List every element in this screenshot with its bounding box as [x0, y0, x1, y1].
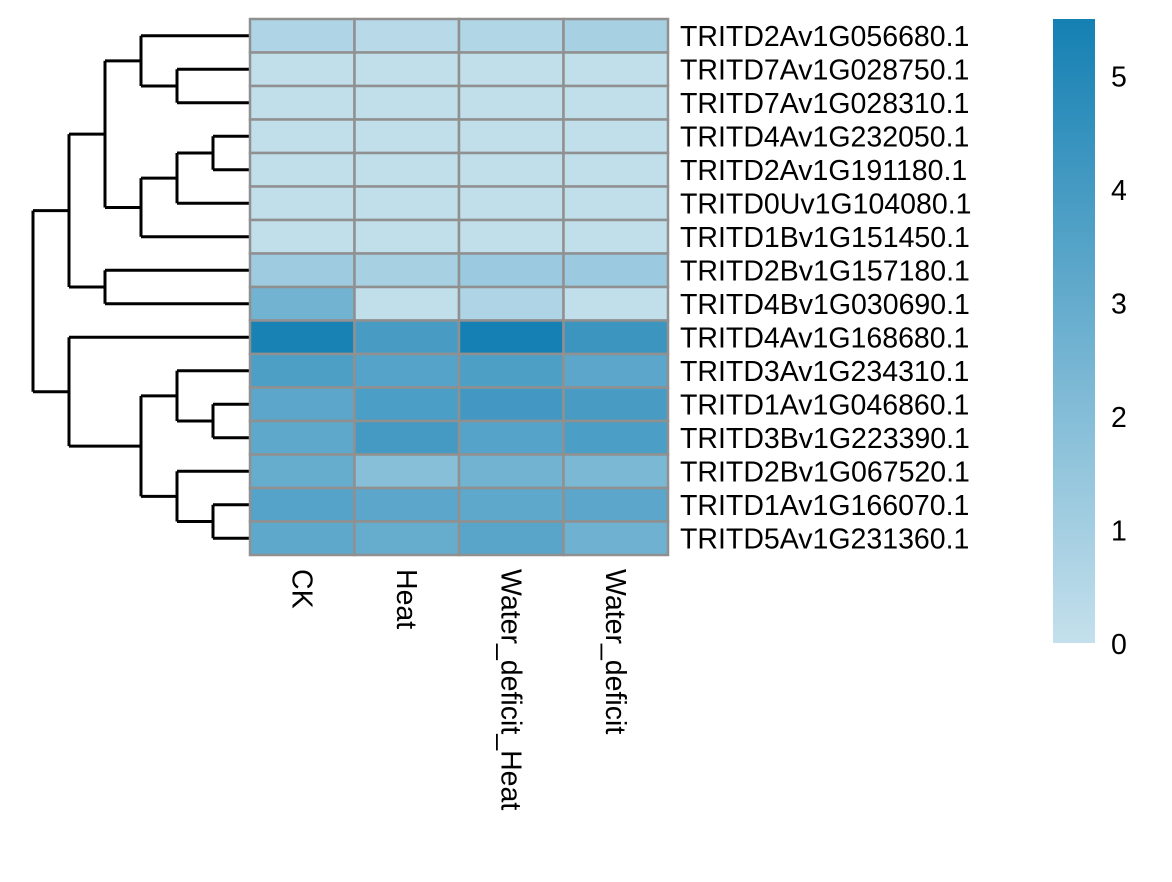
heatmap-cell	[562, 319, 670, 356]
row-label: TRITD1Bv1G151450.1	[680, 222, 970, 254]
row-label: TRITD4Bv1G030690.1	[680, 289, 970, 321]
heatmap-cell	[353, 285, 461, 322]
row-label: TRITD4Av1G168680.1	[680, 322, 969, 354]
heatmap-cell	[353, 118, 461, 155]
row-label: TRITD3Av1G234310.1	[680, 356, 969, 388]
heatmap-cell	[457, 419, 565, 456]
heatmap-cell	[248, 252, 356, 289]
row-label: TRITD5Av1G231360.1	[680, 523, 969, 555]
heatmap-cell	[457, 285, 565, 322]
column-labels: CK Heat Water_deficit_Heat Water_deficit	[285, 569, 631, 810]
heatmap-cell	[457, 386, 565, 423]
legend-tick-label: 5	[1111, 62, 1127, 94]
heatmap-cell	[562, 218, 670, 255]
heatmap-cell	[248, 453, 356, 490]
heatmap-cell	[353, 386, 461, 423]
heatmap-cell	[353, 520, 461, 557]
heatmap-cell	[353, 419, 461, 456]
row-label: TRITD1Av1G166070.1	[680, 490, 969, 522]
heatmap-cell	[457, 453, 565, 490]
heatmap-cell	[562, 419, 670, 456]
row-label: TRITD2Av1G056680.1	[680, 21, 969, 53]
heatmap-cell	[248, 285, 356, 322]
legend-tick-label: 3	[1111, 289, 1127, 321]
heatmap-cell	[562, 252, 670, 289]
heatmap-cell	[248, 17, 356, 54]
heatmap-cell	[248, 486, 356, 523]
heatmap-cell	[562, 17, 670, 54]
legend-color-bar	[1053, 19, 1095, 643]
heatmap-cell	[457, 352, 565, 389]
heatmap-cell	[248, 319, 356, 356]
row-label: TRITD2Bv1G067520.1	[680, 456, 970, 488]
heatmap-cell	[353, 218, 461, 255]
heatmap-cell	[457, 520, 565, 557]
heatmap-cell	[457, 151, 565, 188]
heatmap-cells	[248, 17, 670, 557]
heatmap-cell	[457, 51, 565, 88]
heatmap-cell	[248, 520, 356, 557]
legend-tick-label: 4	[1111, 175, 1127, 207]
heatmap-cell	[562, 352, 670, 389]
heatmap-cell	[248, 151, 356, 188]
heatmap-cell	[457, 118, 565, 155]
heatmap-cell	[248, 386, 356, 423]
row-label: TRITD2Bv1G157180.1	[680, 255, 970, 287]
heatmap-cell	[248, 419, 356, 456]
row-label: TRITD1Av1G046860.1	[680, 389, 969, 421]
row-label: TRITD4Av1G232050.1	[680, 121, 969, 153]
column-label: Water_deficit	[599, 569, 631, 734]
heatmap-cell	[562, 386, 670, 423]
heatmap-cell	[562, 151, 670, 188]
heatmap-cell	[353, 51, 461, 88]
heatmap-cell	[248, 51, 356, 88]
row-label: TRITD7Av1G028750.1	[680, 54, 969, 86]
heatmap-cell	[562, 118, 670, 155]
row-label: TRITD2Av1G191180.1	[680, 155, 967, 187]
row-dendrogram	[31, 34, 249, 540]
heatmap-cell	[562, 520, 670, 557]
row-labels: TRITD2Av1G056680.1TRITD7Av1G028750.1TRIT…	[680, 21, 971, 556]
heatmap-cell	[248, 352, 356, 389]
row-label: TRITD3Bv1G223390.1	[680, 423, 970, 455]
column-label: Heat	[390, 569, 422, 629]
heatmap-cell	[353, 84, 461, 121]
color-legend: 0 1 2 3 4 5	[1053, 19, 1127, 661]
heatmap-cell	[353, 319, 461, 356]
heatmap-cell	[562, 285, 670, 322]
heatmap-cell	[248, 118, 356, 155]
column-label: Water_deficit_Heat	[494, 569, 526, 810]
heatmap-cell	[353, 151, 461, 188]
heatmap-cell	[353, 185, 461, 222]
legend-tick-label: 2	[1111, 402, 1127, 434]
heatmap-cell	[248, 84, 356, 121]
heatmap-cell	[457, 218, 565, 255]
heatmap-cell	[248, 218, 356, 255]
heatmap-cell	[457, 185, 565, 222]
heatmap-cell	[353, 352, 461, 389]
heatmap-cell	[353, 252, 461, 289]
heatmap-cell	[457, 84, 565, 121]
heatmap-cell	[562, 185, 670, 222]
row-label: TRITD7Av1G028310.1	[680, 88, 969, 120]
column-label: CK	[285, 569, 317, 609]
heatmap-cell	[457, 17, 565, 54]
heatmap-cell	[457, 319, 565, 356]
legend-tick-label: 0	[1111, 629, 1127, 661]
heatmap-cell	[562, 486, 670, 523]
heatmap-cell	[353, 486, 461, 523]
heatmap-cell	[353, 17, 461, 54]
heatmap-cell	[248, 185, 356, 222]
heatmap-cell	[353, 453, 461, 490]
heatmap-cell	[457, 486, 565, 523]
heatmap-cell	[457, 252, 565, 289]
heatmap-cell	[562, 51, 670, 88]
heatmap-cell	[562, 84, 670, 121]
row-label: TRITD0Uv1G104080.1	[680, 188, 971, 220]
legend-tick-label: 1	[1111, 516, 1127, 548]
heatmap-cell	[562, 453, 670, 490]
